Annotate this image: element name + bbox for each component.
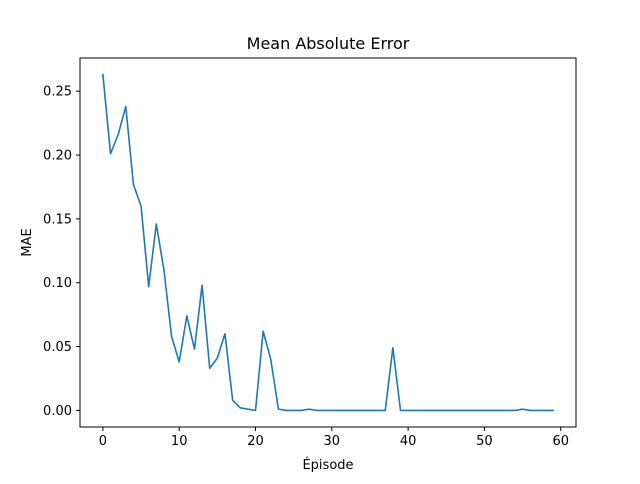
x-tick-label: 60 — [552, 434, 569, 449]
x-tick-label: 20 — [247, 434, 264, 449]
x-tick-label: 10 — [171, 434, 188, 449]
y-axis-label: MAE — [20, 228, 35, 256]
x-axis-label: Épisode — [302, 457, 353, 473]
series-line-0 — [102, 73, 554, 412]
x-tick-label: 0 — [99, 434, 107, 449]
axes-frame — [79, 57, 577, 428]
x-axis-ticks: 0 10 20 30 40 50 60 — [99, 427, 569, 449]
y-tick-label: 0.25 — [43, 85, 72, 100]
y-tick-label: 0.05 — [43, 340, 72, 355]
chart-title: Mean Absolute Error — [247, 34, 410, 53]
x-tick-label: 30 — [324, 434, 341, 449]
y-tick-label: 0.00 — [43, 404, 72, 419]
x-tick-label: 50 — [476, 434, 493, 449]
y-axis-ticks: 0.00 0.05 0.10 0.15 0.20 0.25 — [43, 85, 80, 419]
y-tick-label: 0.15 — [43, 212, 72, 227]
x-tick-label: 40 — [400, 434, 417, 449]
y-tick-label: 0.10 — [43, 276, 72, 291]
plot-area — [102, 73, 554, 412]
y-tick-label: 0.20 — [43, 149, 72, 164]
